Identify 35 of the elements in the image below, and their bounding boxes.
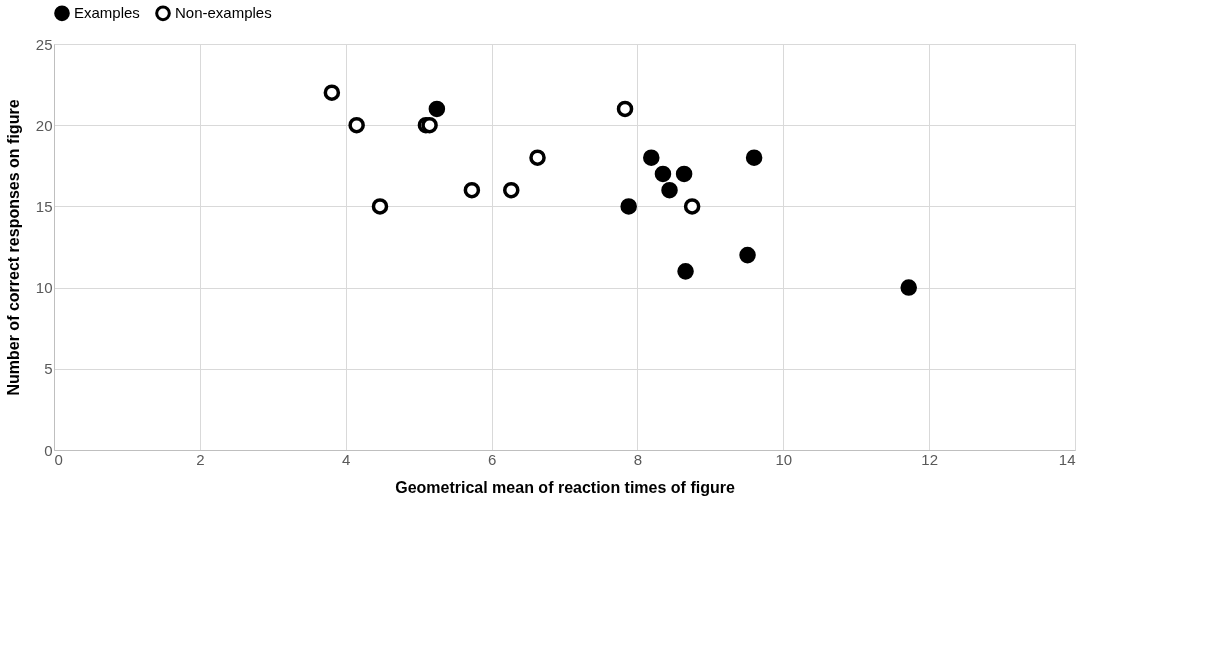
point: [421, 116, 438, 134]
point: [616, 100, 634, 118]
point: [683, 198, 701, 215]
point: [323, 84, 341, 101]
x-axis-title: Geometrical mean of reaction times of figure: [395, 478, 735, 496]
y-tick-label: 10: [35, 279, 53, 297]
point: [348, 116, 365, 134]
point: [677, 263, 694, 280]
legend-label: Examples: [74, 4, 140, 22]
point: [428, 100, 446, 118]
y-tick-label: 25: [35, 35, 53, 53]
x-tick-label: 6: [487, 450, 497, 468]
y-tick-label: 15: [35, 197, 53, 215]
y-axis-title: Number of correct responses on figure: [4, 99, 22, 396]
legend-label: Non-examples: [175, 4, 272, 22]
point: [371, 198, 389, 215]
x-tick-label: 4: [342, 450, 351, 468]
x-tick-label: 14: [1058, 450, 1076, 468]
point: [900, 279, 917, 296]
y-tick-label: 5: [44, 360, 53, 378]
point: [675, 165, 693, 183]
x-tick-label: 2: [196, 450, 205, 468]
point: [661, 181, 678, 199]
point: [643, 149, 660, 166]
point: [654, 165, 672, 183]
point: [529, 149, 546, 166]
point: [463, 181, 481, 199]
point: [620, 198, 637, 215]
x-tick-label: 10: [775, 450, 793, 468]
point: [745, 149, 763, 166]
point: [502, 181, 520, 199]
point: [739, 246, 756, 264]
x-tick-label: 12: [921, 450, 938, 468]
x-tick-label: 8: [633, 450, 643, 468]
y-tick-label: 20: [35, 116, 53, 134]
